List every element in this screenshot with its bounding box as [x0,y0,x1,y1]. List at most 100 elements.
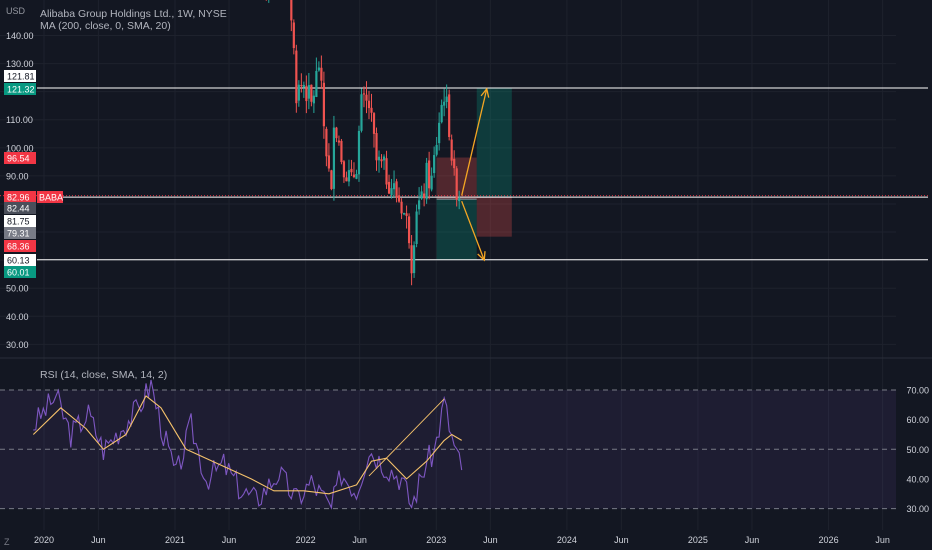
price-candle [433,155,436,174]
price-candle [295,50,298,104]
price-candle [395,181,398,198]
time-tick-label: 2026 [819,535,839,545]
price-candle [450,139,453,161]
ticker-badge: BABA [39,193,63,203]
price-candle [347,170,351,182]
price-candle [402,213,406,215]
price-badge-label: 96.54 [7,154,30,164]
time-tick-label: 2020 [34,535,54,545]
price-candle [435,144,438,155]
rsi-legend[interactable]: RSI (14, close, SMA, 14, 2) [40,369,168,381]
price-badge-box [4,83,36,95]
projection-arrowhead [480,87,490,98]
rsi-line [33,379,463,510]
time-tick-label: Jun [614,535,629,545]
price-candle [455,168,458,200]
time-tick-label: Jun [222,535,237,545]
rsi-band-fill [0,390,896,509]
price-badge-label: 60.01 [7,268,30,278]
price-candle [412,245,416,274]
price-candle [325,128,328,157]
price-badge-label: 121.32 [7,85,35,95]
price-tick-label: 130.00 [6,59,34,69]
price-tick-label: 30.00 [6,340,29,350]
price-badge-box [4,70,36,82]
price-candle [362,93,366,95]
price-candle [307,85,310,99]
price-badge-label: 81.75 [7,217,30,227]
price-candle [317,67,320,71]
price-candle [443,101,446,106]
price-candle [340,140,343,162]
price-candle [322,82,325,127]
price-candle [423,193,426,199]
price-candle [370,107,373,113]
symbol-legend[interactable]: Alibaba Group Holdings Ltd., 1W, NYSE [40,8,227,20]
price-candle [292,22,295,49]
price-candle [297,84,300,101]
price-candle [405,213,408,216]
price-candle [335,127,338,139]
rsi-tick-label: 60.00 [906,415,929,425]
price-candle [312,95,315,104]
price-candle [337,140,341,143]
short-target-zone [436,199,477,261]
price-badge-box [4,227,36,239]
price-candle [385,158,388,185]
rsi-pane [0,379,896,510]
price-candle [440,104,443,123]
time-tick-label: 2021 [165,535,185,545]
ticker-badge-box [37,191,63,203]
price-candle [438,122,441,144]
price-badge-box [4,215,36,227]
price-candle [415,211,418,244]
price-candle [315,70,318,97]
timezone-button[interactable]: Z [4,537,10,547]
price-candle [332,127,336,189]
price-candle [365,94,368,101]
price-candle [352,174,356,178]
time-tick-label: 2025 [688,535,708,545]
price-candle [375,133,378,161]
price-candle [410,245,413,274]
rsi-tick-label: 50.00 [906,445,929,455]
time-tick-label: 2024 [557,535,577,545]
currency-label: USD [6,6,26,16]
price-candle [428,160,431,189]
price-candles [265,0,461,286]
time-tick-label: 2022 [296,535,316,545]
long-target-zone [476,87,512,198]
price-badge-label: 82.96 [7,193,30,203]
price-badge-box [4,240,36,252]
time-axis: 2020 Jun 2021 Jun 2022 Jun 2023 Jun 2024 Jun 2025 J… [34,535,890,545]
rsi-tick-label: 70.00 [906,386,929,396]
price-candle [377,156,381,161]
price-tick-label: 140.00 [6,31,34,41]
projection-arrow [461,88,488,196]
price-tick-label: 110.00 [6,115,33,125]
horizontal-levels[interactable] [0,87,928,261]
price-candle [418,200,421,210]
rsi-tick-label: 40.00 [906,474,929,484]
price-badge-label: 79.31 [7,229,30,239]
rsi-ma-line [32,395,462,495]
time-tick-label: Jun [483,535,498,545]
projection-arrows[interactable] [461,87,490,262]
ma-legend[interactable]: MA (200, close, 0, SMA, 20) [40,20,171,32]
price-candle [453,158,456,169]
time-tick-label: Jun [91,535,106,545]
price-candle [345,177,348,182]
price-badge-box [4,254,36,266]
grid-lines [0,0,896,530]
price-tick-label: 90.00 [6,171,29,181]
time-tick-label: Jun [875,535,890,545]
price-candle [387,181,391,194]
price-candle [445,96,448,103]
price-candle [350,168,353,173]
long-stop-zone [476,197,512,237]
price-badge-box [4,266,36,278]
price-candle [400,201,403,214]
price-candle [392,183,396,190]
